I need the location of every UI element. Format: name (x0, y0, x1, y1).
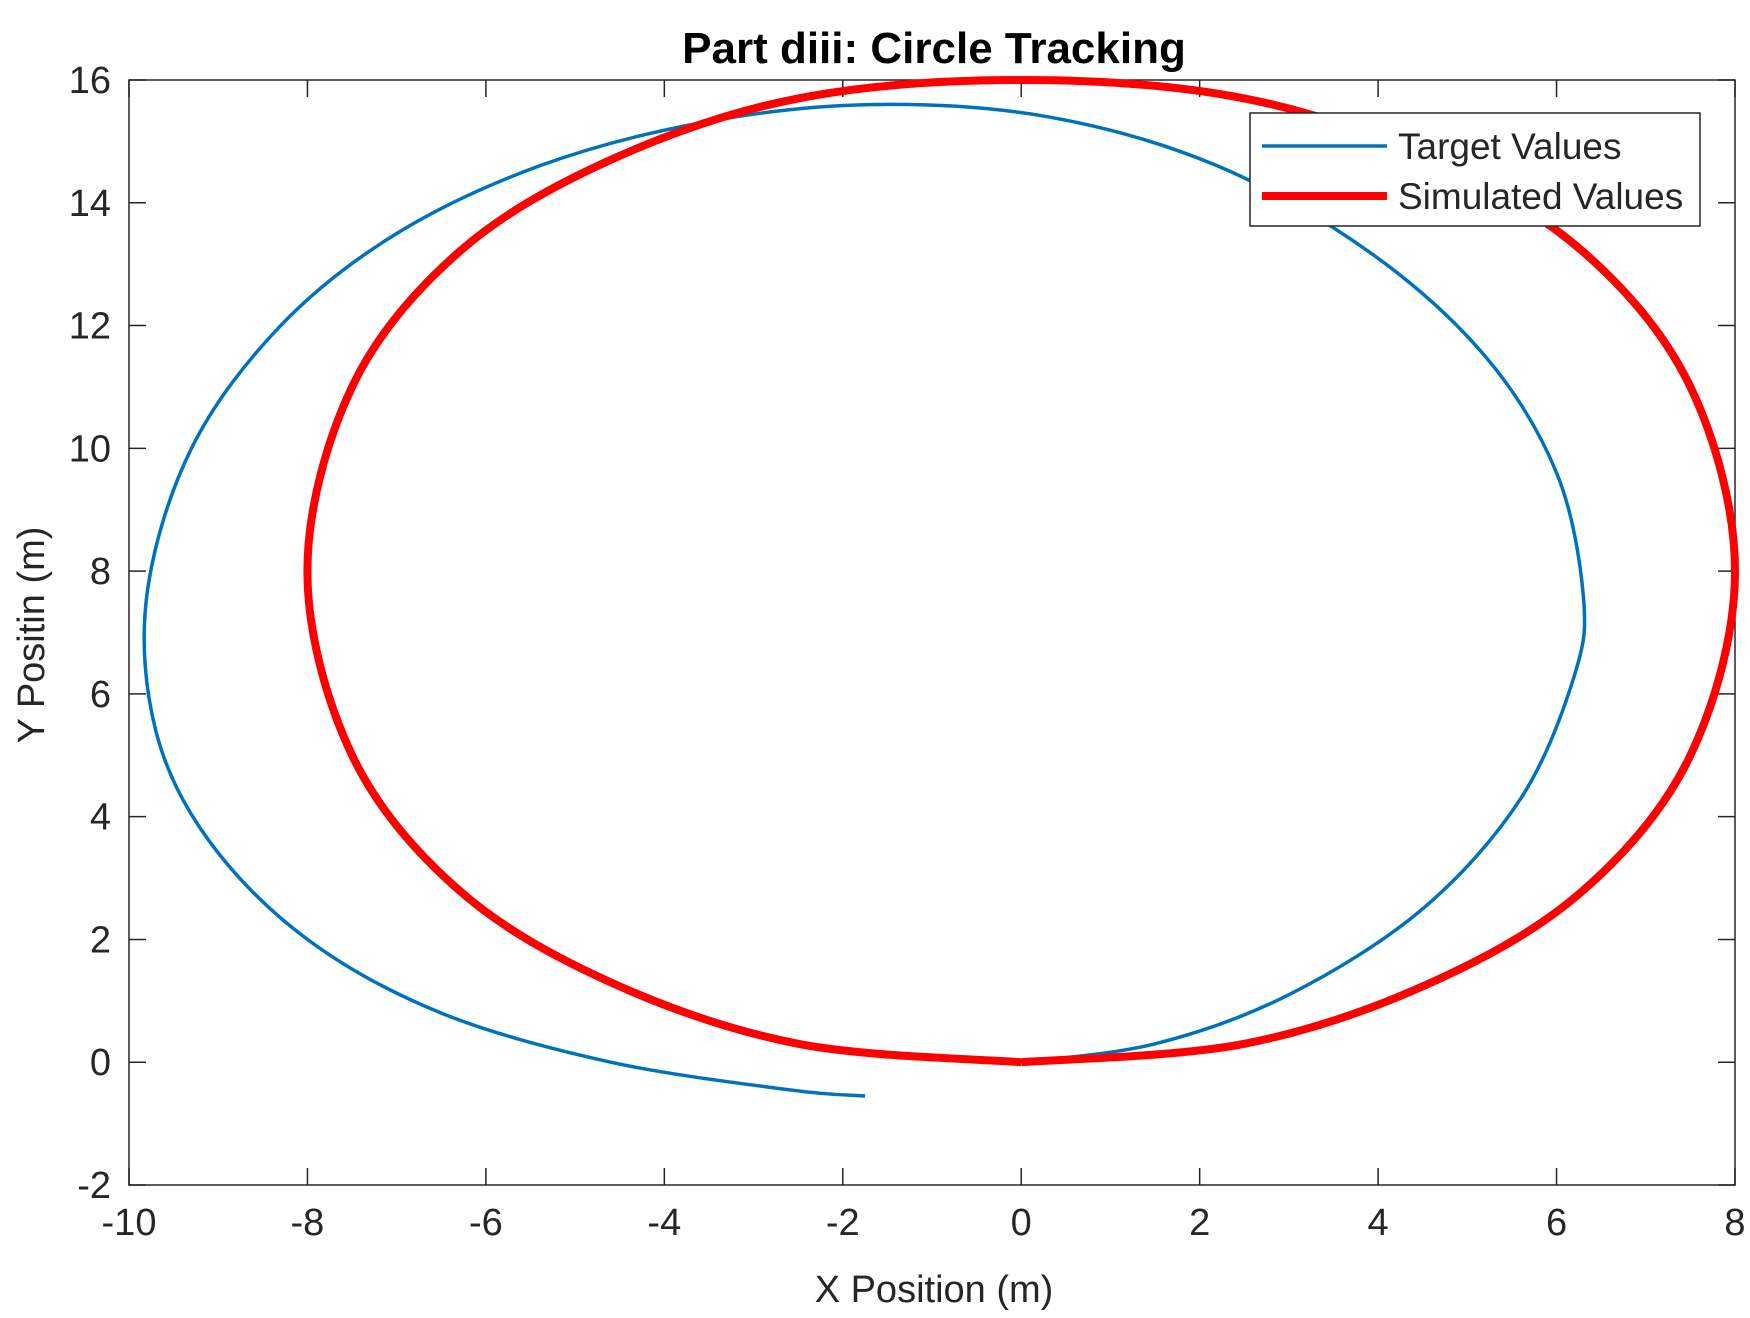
x-tick-label: 0 (1011, 1202, 1032, 1244)
series-line-target-values (142, 102, 1587, 1098)
legend-label: Target Values (1398, 126, 1622, 167)
legend: Target Values Simulated Values (1249, 112, 1701, 227)
x-tick-label: -8 (291, 1202, 325, 1244)
y-tick-label: 4 (90, 797, 111, 839)
series-line-simulated-values (303, 76, 1739, 1067)
y-tick-label: 8 (90, 551, 111, 593)
x-tick-label: 4 (1368, 1202, 1389, 1244)
x-tick-label: 6 (1546, 1202, 1567, 1244)
x-tick-label: -10 (102, 1202, 157, 1244)
x-tick-label: 2 (1189, 1202, 1210, 1244)
y-tick-label: 12 (69, 306, 111, 348)
y-tick-label: 2 (90, 919, 111, 961)
y-tick-label: 10 (69, 428, 111, 470)
x-tick-label: -6 (469, 1202, 503, 1244)
axes-box (128, 79, 1736, 1186)
y-tick-label: 14 (69, 183, 111, 225)
x-tick-label: -2 (826, 1202, 860, 1244)
legend-box (1249, 112, 1701, 227)
y-tick-label: 0 (90, 1042, 111, 1084)
y-axis-label: Y Positin (m) (11, 527, 53, 744)
plot-area: -10 -8 -6 -4 -2 0 2 4 6 8 -2 0 2 4 6 8 10 12 14 16 (69, 60, 1746, 1244)
x-axis-label: X Position (m) (815, 1269, 1054, 1311)
x-tick-label: -4 (647, 1202, 681, 1244)
y-tick-label: -2 (77, 1165, 111, 1207)
y-tick-label: 6 (90, 674, 111, 716)
legend-label: Simulated Values (1398, 176, 1683, 217)
chart-title: Part diii: Circle Tracking (682, 24, 1186, 73)
x-tick-label: 8 (1724, 1202, 1745, 1244)
y-tick-label: 16 (69, 60, 111, 102)
